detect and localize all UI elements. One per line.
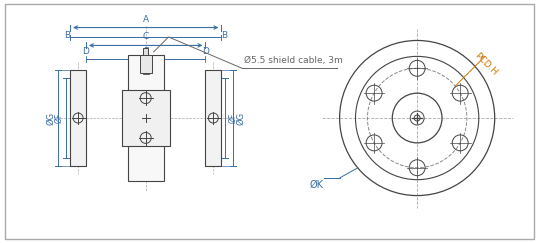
Bar	[70, 70, 86, 166]
Text: PCD.H: PCD.H	[473, 51, 499, 77]
Text: ØF: ØF	[228, 113, 237, 123]
Text: B: B	[222, 31, 227, 40]
Bar	[122, 90, 170, 146]
Text: A: A	[143, 15, 149, 24]
Text: D: D	[82, 47, 89, 56]
Text: B: B	[64, 31, 70, 40]
Text: Ø5.5 shield cable, 3m: Ø5.5 shield cable, 3m	[244, 56, 343, 65]
Text: ØJ: ØJ	[154, 114, 163, 122]
Bar	[140, 55, 151, 73]
Text: ØK: ØK	[310, 180, 324, 190]
Bar	[205, 70, 222, 166]
Bar	[128, 55, 164, 181]
Text: ØG: ØG	[236, 112, 245, 125]
Text: E: E	[143, 47, 149, 56]
Text: ØF: ØF	[54, 113, 63, 123]
Bar	[143, 48, 148, 55]
Text: D: D	[202, 47, 209, 56]
Text: C: C	[143, 33, 149, 42]
Text: ØG: ØG	[46, 112, 55, 125]
